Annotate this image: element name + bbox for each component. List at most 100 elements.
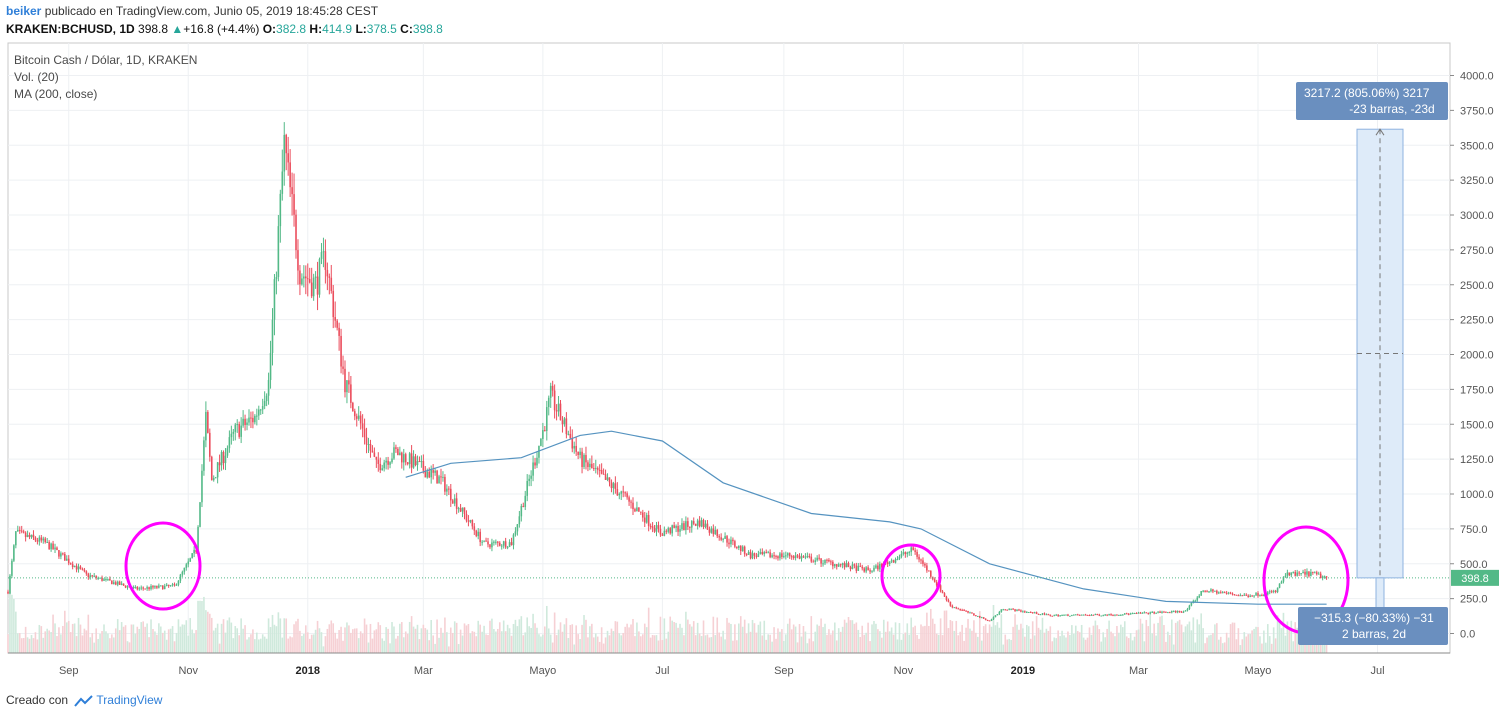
volume-bar [22,637,25,653]
candle-body [416,461,419,466]
created-with-text: Creado con [6,693,69,707]
volume-bar [432,635,434,653]
candle-body [1204,590,1206,592]
candle-body [634,509,636,512]
volume-bar [1212,633,1214,653]
volume-bar [785,634,787,653]
candle-body [645,515,648,523]
volume-bar [379,625,382,653]
candle-body [412,456,415,468]
x-tick-label: Mar [414,665,433,677]
candle-body [275,277,278,280]
candle-body [1194,600,1197,602]
candle-body [355,416,358,419]
volume-bar [363,618,366,653]
volume-bar [978,611,981,653]
candle-body [1057,614,1059,617]
candle-body [97,577,99,579]
volume-bar [961,624,963,653]
volume-bar [1221,643,1224,653]
candle-body [1063,614,1065,616]
candle-body [81,568,84,570]
volume-bar [581,624,583,653]
candle-body [473,526,476,531]
volume-bar [89,637,92,653]
candle-body [1174,611,1177,613]
candle-body [1270,591,1273,593]
candle-body [892,560,895,563]
volume-bar [679,623,681,653]
volume-bar [1241,639,1244,653]
volume-bar [1214,624,1216,653]
volume-bar [26,637,29,653]
candle-body [1208,591,1210,593]
volume-bar [547,628,550,653]
candle-body [73,565,76,568]
volume-bar [126,641,129,653]
volume-bar [261,634,264,653]
candle-body [1176,611,1179,613]
volume-bar [730,623,732,653]
candle-body [332,290,335,318]
annotations[interactable]: 398.8 3217.2 (805.06%) 3217 -23 barras, -2… [8,82,1499,645]
volume-bar [265,638,268,653]
candle-body [718,536,721,538]
volume-bar [163,630,166,653]
volume-bar [1000,614,1003,653]
tradingview-link[interactable]: TradingView [96,693,163,707]
candle-body [471,520,474,527]
volume-bar [338,630,340,653]
candle-body [1061,615,1063,617]
volume-bar [845,622,848,653]
volume-bar [52,614,54,653]
candle-body [455,498,458,509]
candle-body [833,564,836,567]
volume-bar [111,634,113,653]
candle-body [1153,611,1155,614]
candle-body [54,547,56,550]
candle-body [379,463,382,471]
volume-bar [524,632,527,653]
volume-bar [1233,622,1236,653]
volume-bar [1165,641,1167,653]
volume-bar [132,624,135,653]
volume-bar [216,623,219,653]
volume-bar [1259,636,1261,653]
volume-bar [837,628,840,653]
volume-bar [1196,619,1199,653]
candle-body [1041,613,1044,615]
candle-body [571,438,574,449]
candle-body [524,495,527,507]
volume-bar [863,634,865,653]
candle-body [18,529,21,531]
volume-bar [326,628,329,653]
candle-body [618,493,621,496]
publish-text: publicado en TradingView.com, Junio 05, … [44,4,379,18]
candle-body [1112,615,1114,617]
volume-bar [252,629,254,653]
volume-bar [967,618,969,653]
volume-bar [1018,629,1020,653]
candle-body [1314,572,1316,574]
candle-body [1310,571,1312,577]
volume-bar [706,634,709,653]
candle-body [967,610,969,613]
candle-body [328,276,331,278]
candle-body [624,492,626,494]
volume-bar [935,633,938,653]
volume-bar [704,635,707,653]
candle-body [426,471,429,478]
candle-body [118,581,121,585]
candle-body [230,433,233,438]
plot-area[interactable] [7,42,1451,654]
candle-body [1145,612,1148,614]
volume-bar [690,626,693,653]
volume-bar [181,624,184,653]
candle-body [888,561,891,564]
volume-bar [783,640,785,653]
candle-body [1263,594,1265,596]
volume-bar [44,631,47,653]
candle-body [810,556,813,562]
author-link[interactable]: beiker [6,4,42,18]
